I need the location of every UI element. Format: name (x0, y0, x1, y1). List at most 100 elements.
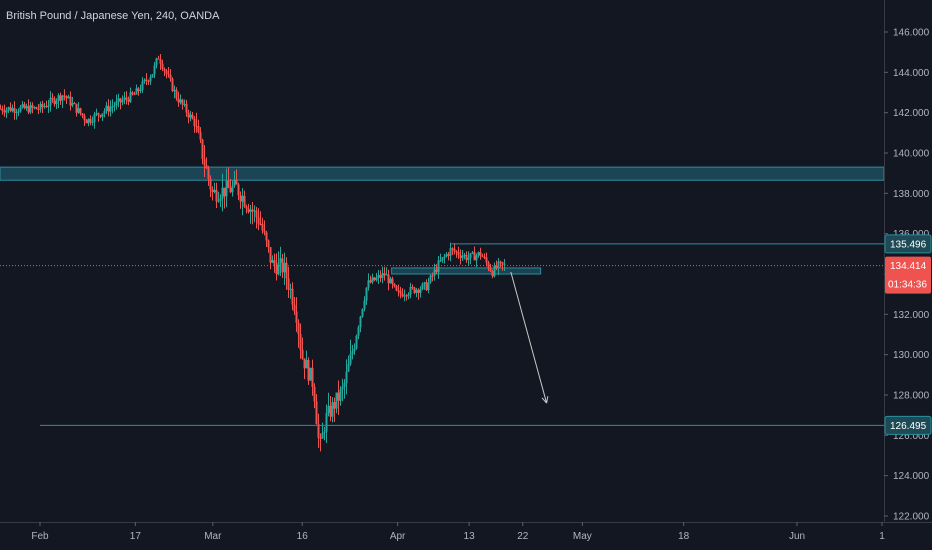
candle-body-7 (13, 108, 16, 113)
candle-body-81 (161, 63, 164, 70)
candle-body-35 (69, 96, 72, 106)
candle-body-233 (465, 254, 468, 260)
candle-body-119 (237, 184, 240, 196)
candle-body-121 (241, 195, 244, 202)
candle-body-170 (339, 389, 342, 401)
candle-body-37 (73, 103, 76, 105)
candle-body-232 (463, 254, 466, 256)
candle-body-157 (313, 386, 316, 402)
candle-body-227 (453, 248, 456, 252)
candle-body-169 (337, 392, 340, 401)
candle-body-32 (63, 95, 66, 97)
candle-body-216 (431, 275, 434, 277)
candle-body-24 (47, 105, 50, 107)
candle-body-33 (65, 96, 68, 99)
x-tick-label-5: 13 (464, 531, 476, 542)
level-badge-1 (884, 415, 932, 435)
candle-body-79 (157, 58, 160, 60)
candle-body-205 (409, 286, 412, 295)
candle-body-215 (429, 275, 432, 283)
candle-body-23 (45, 106, 48, 108)
x-tick-label-10: 1 (879, 531, 885, 542)
candle-body-151 (301, 349, 304, 359)
candle-body-50 (99, 115, 102, 117)
candle-body-86 (171, 78, 174, 92)
candle-body-178 (355, 335, 358, 349)
countdown-label: 01:34:36 (888, 280, 927, 291)
candle-body-197 (393, 283, 396, 286)
candle-body-224 (447, 254, 450, 256)
candle-body-226 (451, 248, 454, 250)
candle-body-248 (495, 265, 498, 269)
candle-body-117 (233, 179, 236, 186)
candle-body-77 (153, 65, 156, 75)
candle-body-116 (231, 185, 234, 193)
candle-body-161 (321, 432, 324, 439)
candle-body-41 (81, 113, 84, 116)
y-tick-label-1: 144.000 (893, 68, 930, 79)
candle-body-66 (131, 92, 134, 95)
candle-body-102 (203, 159, 206, 166)
candle-body-51 (101, 113, 104, 117)
projection-arrowhead-0 (546, 396, 549, 404)
candle-body-90 (179, 99, 182, 103)
candle-body-198 (395, 285, 398, 291)
candle-body-21 (41, 103, 44, 107)
candle-body-40 (79, 108, 82, 114)
candle-body-15 (29, 105, 32, 113)
candle-body-193 (385, 274, 388, 276)
candle-body-211 (421, 283, 424, 290)
overlays-layer (0, 243, 884, 426)
candle-body-46 (91, 122, 94, 124)
candle-body-164 (327, 405, 330, 413)
candle-body-106 (211, 189, 214, 193)
candle-body-62 (123, 97, 126, 101)
candle-body-149 (297, 322, 300, 335)
candle-body-114 (227, 180, 230, 188)
candle-body-201 (401, 293, 404, 297)
candle-body-243 (485, 257, 488, 263)
candle-body-249 (497, 261, 500, 269)
candle-body-132 (263, 230, 266, 233)
x-tick-label-0: Feb (31, 531, 49, 542)
candle-body-154 (307, 360, 310, 381)
candle-body-223 (445, 254, 448, 257)
candle-body-118 (235, 179, 238, 185)
price-axis[interactable]: 146.000144.000142.000140.000138.000136.0… (884, 0, 932, 523)
candle-body-0 (0, 108, 2, 110)
candle-body-53 (105, 105, 108, 112)
candle-body-99 (197, 126, 200, 133)
candle-body-82 (163, 69, 166, 71)
resistance-zone (0, 166, 885, 181)
candle-body-14 (27, 106, 30, 113)
candle-body-85 (169, 74, 172, 79)
last-price-badge (885, 256, 931, 294)
candle-body-236 (471, 252, 474, 254)
y-tick-label-0: 146.000 (893, 28, 930, 39)
candle-body-147 (293, 304, 296, 312)
candle-body-56 (111, 106, 114, 108)
candle-body-214 (427, 282, 430, 291)
candle-body-69 (137, 88, 140, 92)
candle-body-174 (347, 364, 350, 372)
candle-body-84 (167, 73, 170, 75)
candle-body-210 (419, 289, 422, 293)
candle-body-145 (289, 288, 292, 290)
candle-body-185 (369, 280, 372, 283)
candle-body-242 (483, 256, 486, 258)
y-tick-label-2: 142.000 (893, 108, 930, 119)
candle-body-30 (59, 95, 62, 101)
candle-body-60 (119, 98, 122, 103)
candle-body-22 (43, 106, 46, 108)
x-tick-label-3: 16 (297, 531, 309, 542)
candle-body-120 (239, 195, 242, 202)
candle-body-12 (23, 104, 26, 109)
candle-body-47 (93, 114, 96, 123)
time-axis[interactable]: Feb 17 Mar 16 Apr 13 22 May 18 Jun 1 (0, 522, 932, 542)
candle-body-74 (147, 80, 150, 82)
candle-body-144 (287, 278, 290, 290)
x-tick-label-4: Apr (390, 531, 406, 542)
candle-body-183 (365, 287, 368, 301)
candle-body-78 (155, 58, 158, 66)
